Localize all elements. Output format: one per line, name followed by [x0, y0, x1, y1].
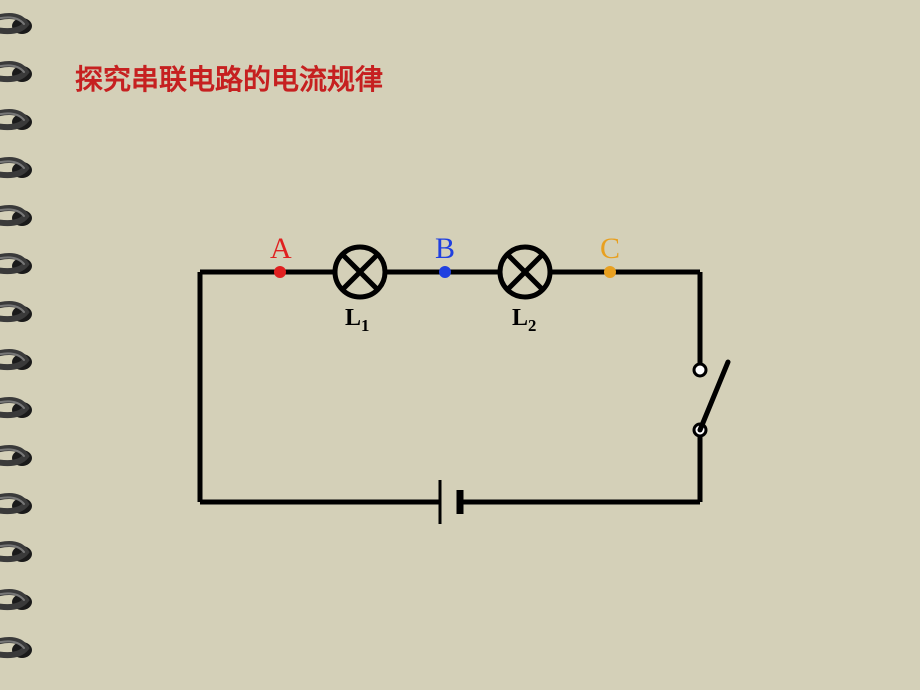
point-label-c: C [600, 232, 620, 266]
bulb-label-l2: L2 [512, 305, 536, 336]
point-label-b: B [435, 232, 455, 266]
circuit-svg [0, 0, 920, 690]
bulb-label-l1: L1 [345, 305, 369, 336]
circuit-diagram [0, 0, 920, 690]
point-label-a: A [270, 232, 292, 266]
